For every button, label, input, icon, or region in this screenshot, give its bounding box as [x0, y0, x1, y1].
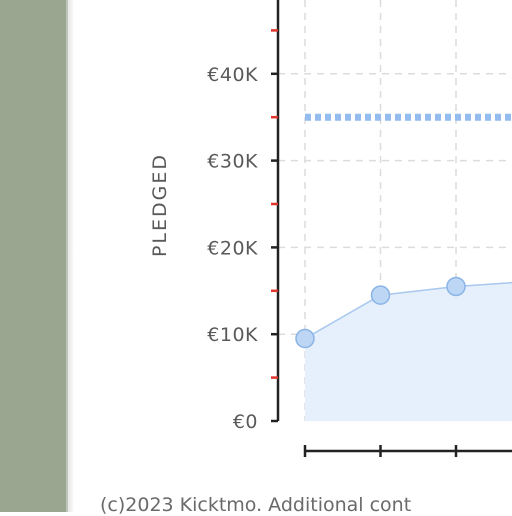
chart-area: €0€10K€20K€30K€40K10 PLEDGED: [74, 0, 512, 512]
y-tick-label: €30K: [207, 151, 258, 173]
grid-layer: [278, 0, 512, 421]
data-point: [295, 328, 315, 349]
data-point: [370, 285, 391, 305]
panel-border: [66, 0, 74, 512]
y-axis-title: PLEDGED: [149, 153, 171, 257]
series-area-fill: [305, 282, 512, 421]
series-area-layer: [304, 281, 512, 421]
y-tick-label: €20K: [207, 237, 258, 259]
pledge-chart: €0€10K€20K€30K€40K10 PLEDGED: [149, 0, 512, 457]
data-point: [446, 276, 466, 297]
series-line: [304, 281, 512, 340]
y-tick-label: €40K: [207, 64, 258, 86]
points-layer: [295, 276, 466, 349]
copyright-text: (c)2023 Kicktmo. Additional cont: [100, 494, 412, 516]
y-tick-label: €10K: [207, 324, 258, 346]
background-side-strip: [0, 0, 66, 512]
axis-layer: €0€10K€20K€30K€40K10: [207, 0, 512, 457]
y-tick-label: €0: [233, 411, 258, 433]
